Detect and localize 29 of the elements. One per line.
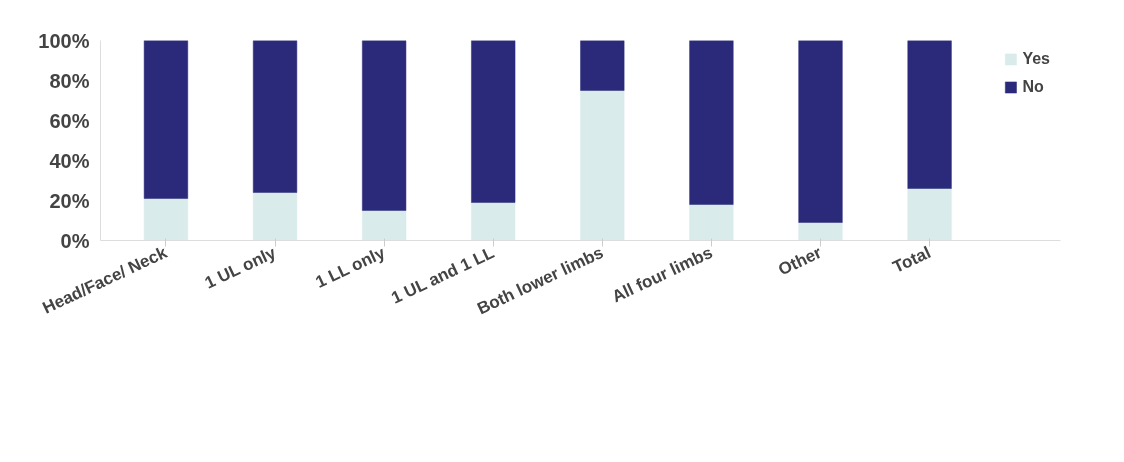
x-tick-label: 1 UL only	[201, 242, 280, 293]
x-tick-label: All four limbs	[609, 242, 716, 307]
bar	[252, 40, 298, 193]
legend-label: No	[1022, 78, 1044, 96]
bar	[580, 90, 625, 241]
bar	[689, 40, 734, 205]
y-tick-label: 100%	[38, 29, 90, 52]
bar	[580, 40, 625, 91]
bar	[471, 202, 516, 241]
bar	[143, 40, 189, 199]
bar	[471, 40, 516, 203]
y-tick-label: 60%	[49, 109, 90, 132]
x-tick-label: 1 LL only	[312, 242, 389, 292]
x-tick-label: Other	[775, 242, 825, 280]
bar	[798, 222, 843, 241]
y-tick-label: 80%	[49, 69, 90, 92]
x-tick-label: Total	[889, 242, 934, 277]
bar	[143, 198, 189, 241]
bar	[362, 40, 407, 211]
bar	[252, 192, 298, 241]
bar	[907, 40, 952, 189]
bar	[362, 210, 407, 241]
y-tick-label: 0%	[60, 229, 90, 252]
y-tick-label: 40%	[49, 149, 90, 172]
bar	[798, 40, 843, 223]
y-tick-label: 20%	[49, 189, 90, 212]
legend-label: Yes	[1022, 50, 1050, 68]
bar	[907, 188, 952, 241]
bar	[689, 204, 734, 241]
